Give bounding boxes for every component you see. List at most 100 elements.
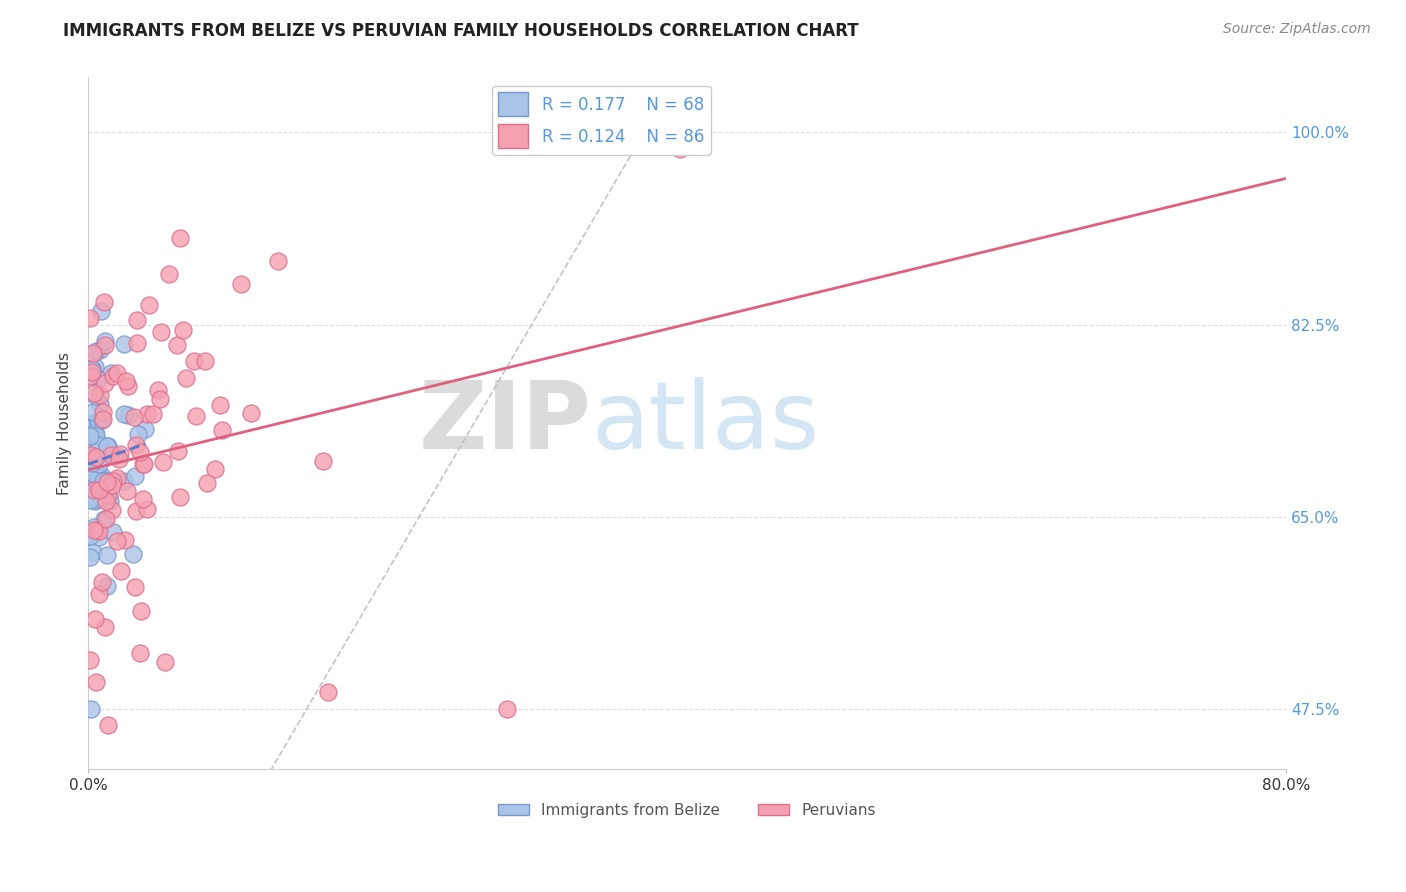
Point bbox=[97, 439, 120, 453]
Point bbox=[129, 445, 152, 459]
Point bbox=[86, 483, 108, 497]
Point bbox=[103, 369, 125, 384]
Point bbox=[131, 491, 153, 506]
Point bbox=[166, 338, 188, 352]
Point bbox=[89, 524, 111, 539]
Point bbox=[96, 475, 118, 489]
Point bbox=[87, 483, 110, 497]
Point bbox=[86, 675, 108, 690]
Point bbox=[97, 489, 120, 503]
Point bbox=[90, 303, 112, 318]
Point bbox=[79, 368, 101, 383]
Point bbox=[79, 652, 101, 666]
Point bbox=[79, 550, 101, 565]
Point bbox=[97, 718, 120, 732]
Point bbox=[98, 493, 121, 508]
Point bbox=[240, 406, 263, 420]
Point bbox=[90, 468, 112, 483]
Point bbox=[87, 587, 110, 601]
Point bbox=[169, 231, 191, 245]
Point bbox=[83, 520, 105, 534]
Point bbox=[94, 334, 117, 348]
Point bbox=[176, 371, 198, 385]
Point bbox=[80, 365, 103, 379]
Point bbox=[100, 503, 122, 517]
Point bbox=[267, 253, 290, 268]
Point bbox=[83, 494, 105, 508]
Point bbox=[195, 476, 218, 491]
Point bbox=[157, 267, 180, 281]
Point bbox=[80, 361, 103, 376]
Point bbox=[142, 407, 165, 421]
Point bbox=[83, 483, 105, 497]
Point bbox=[79, 474, 101, 488]
Point bbox=[80, 448, 103, 462]
Point bbox=[86, 344, 108, 359]
Point bbox=[496, 702, 519, 716]
Point bbox=[89, 457, 111, 471]
Point bbox=[86, 491, 108, 506]
Legend: Immigrants from Belize, Peruvians: Immigrants from Belize, Peruvians bbox=[492, 797, 882, 824]
Point bbox=[80, 363, 103, 377]
Y-axis label: Family Households: Family Households bbox=[58, 351, 72, 495]
Point bbox=[122, 547, 145, 561]
Point bbox=[208, 398, 231, 412]
Point bbox=[110, 564, 132, 578]
Point bbox=[82, 545, 104, 559]
Point bbox=[124, 504, 146, 518]
Point bbox=[134, 422, 156, 436]
Point bbox=[96, 439, 118, 453]
Point bbox=[87, 484, 110, 499]
Point bbox=[146, 383, 169, 397]
Point bbox=[96, 579, 118, 593]
Point bbox=[124, 580, 146, 594]
Point bbox=[84, 428, 107, 442]
Point bbox=[89, 471, 111, 485]
Point bbox=[83, 385, 105, 400]
Point bbox=[93, 512, 115, 526]
Point bbox=[134, 458, 156, 472]
Text: ZIP: ZIP bbox=[419, 377, 592, 469]
Point bbox=[183, 353, 205, 368]
Point bbox=[124, 468, 146, 483]
Point bbox=[114, 533, 136, 548]
Point bbox=[124, 438, 146, 452]
Point bbox=[135, 407, 157, 421]
Point bbox=[108, 447, 131, 461]
Point bbox=[125, 313, 148, 327]
Point bbox=[115, 483, 138, 498]
Point bbox=[316, 685, 339, 699]
Point bbox=[231, 277, 253, 292]
Point bbox=[86, 450, 108, 464]
Point bbox=[112, 337, 135, 351]
Point bbox=[91, 574, 114, 589]
Point bbox=[79, 311, 101, 326]
Point bbox=[93, 473, 115, 487]
Point bbox=[91, 405, 114, 419]
Point bbox=[82, 456, 104, 470]
Point bbox=[90, 413, 112, 427]
Point bbox=[84, 436, 107, 450]
Point bbox=[186, 409, 208, 423]
Point bbox=[101, 475, 124, 489]
Point bbox=[79, 529, 101, 543]
Point bbox=[129, 646, 152, 660]
Point bbox=[122, 409, 145, 424]
Point bbox=[149, 392, 172, 406]
Point bbox=[115, 375, 138, 389]
Point bbox=[82, 346, 104, 360]
Point bbox=[89, 397, 111, 411]
Point bbox=[93, 294, 115, 309]
Point bbox=[132, 457, 155, 471]
Point bbox=[211, 423, 233, 437]
Point bbox=[94, 620, 117, 634]
Point bbox=[105, 533, 128, 548]
Point bbox=[105, 470, 128, 484]
Point bbox=[194, 353, 217, 368]
Point bbox=[83, 467, 105, 481]
Point bbox=[112, 474, 135, 488]
Point bbox=[668, 142, 690, 156]
Point bbox=[94, 494, 117, 508]
Text: Source: ZipAtlas.com: Source: ZipAtlas.com bbox=[1223, 22, 1371, 37]
Point bbox=[172, 322, 194, 336]
